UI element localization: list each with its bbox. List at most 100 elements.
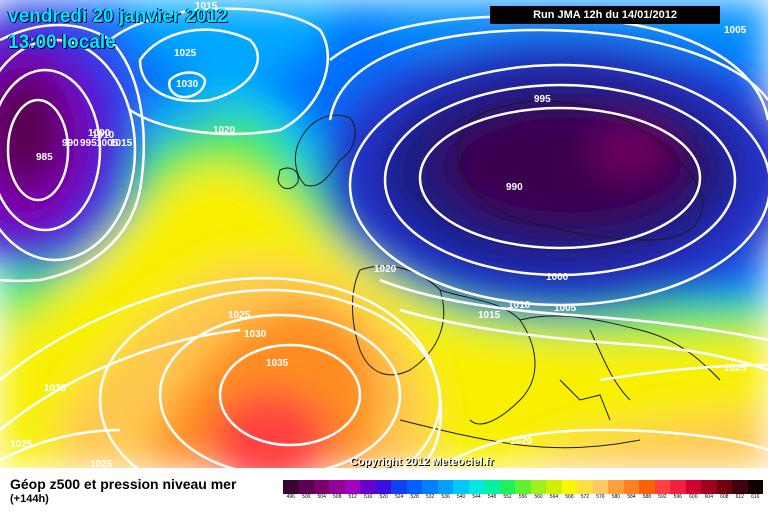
scale-swatch [732,480,748,494]
scale-swatch [313,480,330,494]
scale-label: 548 [487,494,497,500]
color-scale-labels: 496 500 504 508 512 516 520 524 528 532 536 540 544 5… [283,494,763,500]
scale-label: 612 [735,494,744,500]
scale-label: 500 [302,494,311,500]
scale-label: 524 [394,494,404,500]
isobar-label: 1030 [244,329,267,340]
scale-swatch [654,480,671,494]
isobar-label: 1025 [228,310,251,321]
forecast-time: 13:00 locale [8,32,116,53]
scale-swatch [608,480,624,494]
scale-label: 604 [704,494,713,500]
scale-swatch [577,480,593,494]
scale-swatch [298,480,314,494]
scale-label: 596 [673,494,683,500]
scale-label: 496 [286,494,295,500]
scale-label: 576 [596,494,605,500]
isobar-label: 1010 [92,130,115,141]
scale-swatch [375,480,392,494]
scale-swatch [453,480,469,494]
scale-label: 512 [348,494,357,500]
scale-label: 544 [472,494,481,500]
scale-swatch [283,480,299,494]
scale-label: 600 [689,494,698,500]
scale-swatch [546,480,562,494]
scale-swatch [422,480,438,494]
scale-label: 608 [720,494,729,500]
scale-label: 588 [642,494,652,500]
scale-swatch [670,480,686,494]
scale-swatch [437,480,454,494]
scale-label: 528 [410,494,419,500]
scale-label: 560 [534,494,543,500]
isobar-label: 1000 [546,272,569,283]
scale-label: 540 [456,494,466,500]
color-scale: 496 500 504 508 512 516 520 524 528 532 536 540 544 5… [283,480,764,508]
legend-subtitle: (+144h) [10,493,49,505]
legend-footer: Géop z500 et pression niveau mer (+144h)… [0,468,768,512]
scale-label: 584 [627,494,636,500]
isobar-labels: 1015 1025 1030 1020 990 995 1000 1005 10… [10,1,747,468]
isobar-label: 1005 [724,25,747,36]
geopotential-field [0,0,768,468]
scale-label: 592 [658,494,667,500]
scale-label: 552 [503,494,512,500]
isobar-label: 1015 [478,310,501,321]
scale-swatch [360,480,376,494]
scale-swatch [391,480,407,494]
scale-swatch [515,480,531,494]
scale-label: 564 [549,494,559,500]
isobar-label: 1015 [110,138,133,149]
color-scale-bar [283,480,764,494]
forecast-date: vendredi 20 janvier 2012 [8,6,228,27]
scale-label: 516 [363,494,373,500]
isobar-label: 1020 [213,125,236,136]
run-info: Run JMA 12h du 14/01/2012 [490,6,720,24]
isobar-label: 995 [534,94,551,105]
scale-swatch [592,480,609,494]
isobar-label: 1025 [724,363,747,374]
isobar-label: 1020 [510,436,533,447]
scale-swatch [623,480,640,494]
scale-swatch [484,480,500,494]
scale-label: 580 [611,494,621,500]
scale-label: 532 [425,494,435,500]
scale-swatch [329,480,345,494]
scale-label: 508 [333,494,342,500]
scale-swatch [747,480,764,494]
isobar-label: 1025 [10,439,33,450]
scale-swatch [468,480,485,494]
scale-label: 504 [317,494,326,500]
scale-swatch [406,480,423,494]
isobar-label: 1005 [554,303,577,314]
scale-label: 568 [565,494,574,500]
scale-swatch [499,480,516,494]
isobar-label: 1015 [195,1,218,12]
weather-map: 1015 1025 1030 1020 990 995 1000 1005 10… [0,0,768,468]
isobar-label: 1000 [88,128,111,139]
scale-swatch [530,480,547,494]
legend-title: Géop z500 et pression niveau mer [10,476,237,492]
scale-label: 616 [751,494,760,500]
scale-label: 520 [379,494,388,500]
isobar-label: 985 [36,152,53,163]
isobar-label: 990 [62,138,79,149]
scale-swatch [639,480,655,494]
isobar-label: 1025 [90,459,113,468]
copyright-text: Copyright 2012 Meteociel.fr [350,456,494,468]
scale-swatch [561,480,578,494]
isobar-label: 990 [506,182,523,193]
isobar-label: 995 [80,138,97,149]
scale-swatch [685,480,702,494]
scale-swatch [701,480,717,494]
isobar-label: 1010 [508,300,531,311]
isobar-label: 1035 [266,358,289,369]
isobar-label: 1030 [44,383,67,394]
coastlines [277,100,721,449]
scale-label: 536 [441,494,450,500]
isobar-label: 1020 [374,264,397,275]
isobar-label: 1030 [176,79,199,90]
isobar-label: 1005 [96,138,119,149]
map-canvas: 1015 1025 1030 1020 990 995 1000 1005 10… [0,0,768,468]
scale-swatch [344,480,361,494]
